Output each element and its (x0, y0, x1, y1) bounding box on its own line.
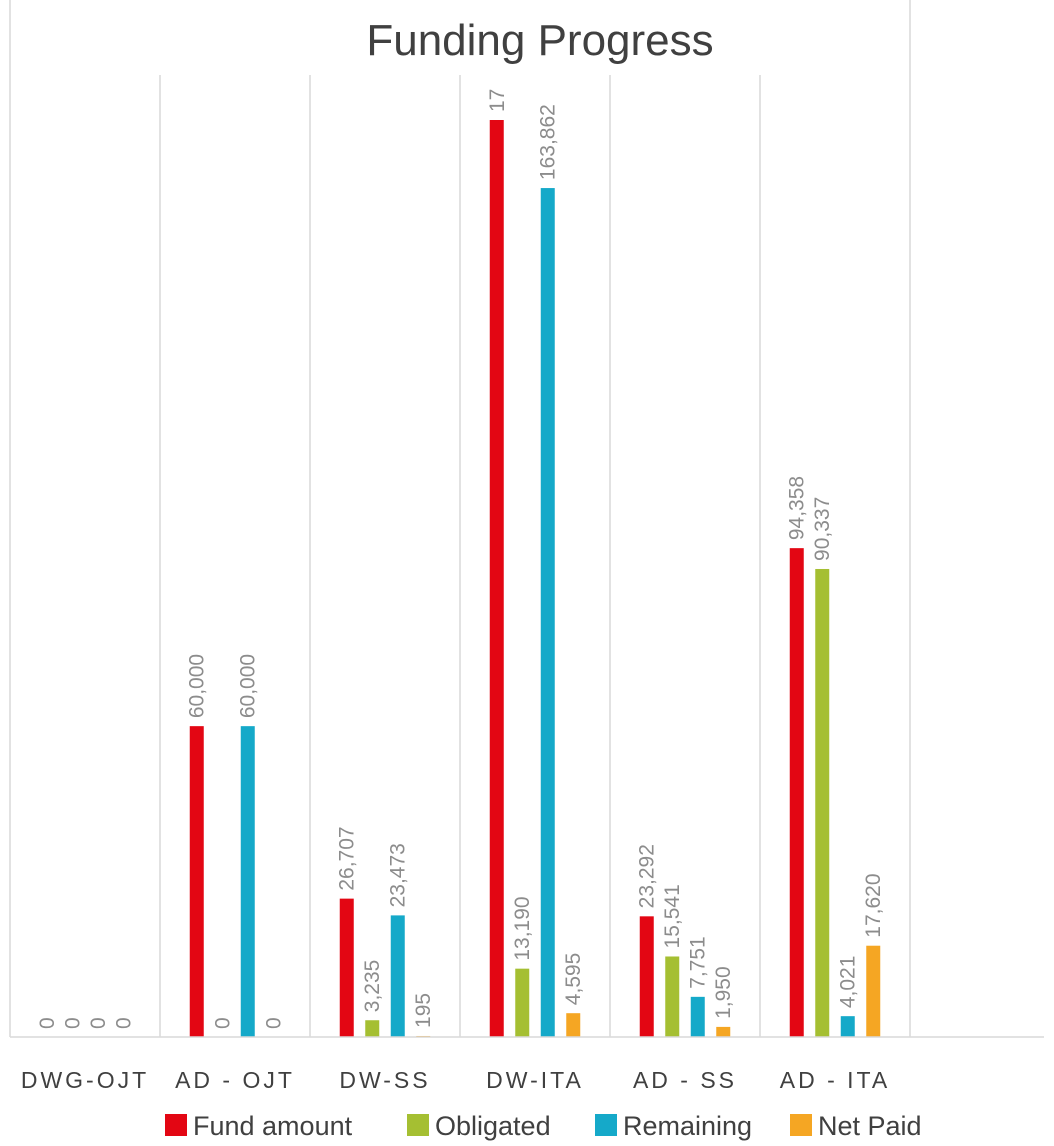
chart-data-labels: 0 0 0 060,000060,000026,7073,23523,47319517… (36, 89, 886, 1029)
x-tick-label: DWG-OJT (21, 1067, 149, 1093)
data-label: 7,751 (687, 936, 710, 989)
chart-title: Funding Progress (366, 16, 713, 65)
data-label: 0 (36, 1017, 59, 1029)
bar-2-5 (840, 1016, 855, 1037)
data-label: 0 (87, 1017, 110, 1029)
data-label: 163,862 (537, 104, 560, 180)
legend-label: Remaining (623, 1111, 752, 1141)
data-label: 1,950 (712, 966, 735, 1019)
data-label: 23,473 (387, 843, 410, 907)
data-label: 60,000 (186, 654, 209, 718)
data-label: 15,541 (661, 884, 684, 948)
chart-gridlines (9, 0, 911, 1037)
data-label: 26,707 (336, 826, 359, 890)
bar-3-3 (566, 1013, 581, 1037)
data-label: 4,021 (837, 956, 860, 1009)
data-label: 0 (262, 1017, 285, 1029)
data-label: 94,358 (786, 476, 809, 540)
legend-label: Obligated (435, 1111, 551, 1141)
bar-0-4 (639, 916, 654, 1037)
bar-0-2 (339, 898, 354, 1037)
data-label: 60,000 (237, 654, 260, 718)
legend-label: Fund amount (193, 1111, 353, 1141)
data-label: 90,337 (811, 497, 834, 561)
data-label: 17 (486, 89, 509, 112)
x-tick-label: AD - ITA (780, 1067, 890, 1093)
bar-2-1 (240, 726, 255, 1037)
legend-label: Net Paid (818, 1111, 922, 1141)
data-label: 17,620 (862, 873, 885, 937)
data-label: 23,292 (636, 844, 659, 908)
data-label: 3,235 (361, 960, 384, 1013)
data-label: 13,190 (511, 896, 534, 960)
legend-swatch (407, 1114, 429, 1136)
legend-swatch (790, 1114, 812, 1136)
bar-2-3 (540, 188, 555, 1037)
bar-1-4 (665, 956, 680, 1037)
x-tick-label: AD - SS (633, 1067, 737, 1093)
bar-3-4 (716, 1026, 731, 1037)
data-label: 0 (61, 1017, 84, 1029)
data-label: 0 (112, 1017, 135, 1029)
bar-1-3 (515, 968, 530, 1037)
x-tick-label: DW-SS (339, 1067, 430, 1093)
legend-swatch (595, 1114, 617, 1136)
bar-2-2 (390, 915, 405, 1037)
bar-2-4 (690, 996, 705, 1037)
chart-bars (189, 120, 881, 1037)
bar-0-3 (489, 120, 504, 1037)
x-tick-label: DW-ITA (486, 1067, 584, 1093)
x-axis-categories: DWG-OJT AD - OJT DW-SS DW-ITA AD - SS AD - IT… (21, 1067, 890, 1093)
bar-3-5 (866, 945, 881, 1037)
data-label: 4,595 (562, 953, 585, 1006)
legend-swatch (165, 1114, 187, 1136)
bar-1-2 (365, 1020, 380, 1037)
bar-0-1 (189, 726, 204, 1037)
data-label: 0 (211, 1017, 234, 1029)
bar-0-5 (789, 548, 804, 1037)
x-tick-label: AD - OJT (175, 1067, 295, 1093)
legend: Fund amount Obligated Remaining Net Paid (165, 1111, 922, 1141)
bar-1-5 (815, 568, 830, 1037)
data-label: 195 (412, 993, 435, 1028)
